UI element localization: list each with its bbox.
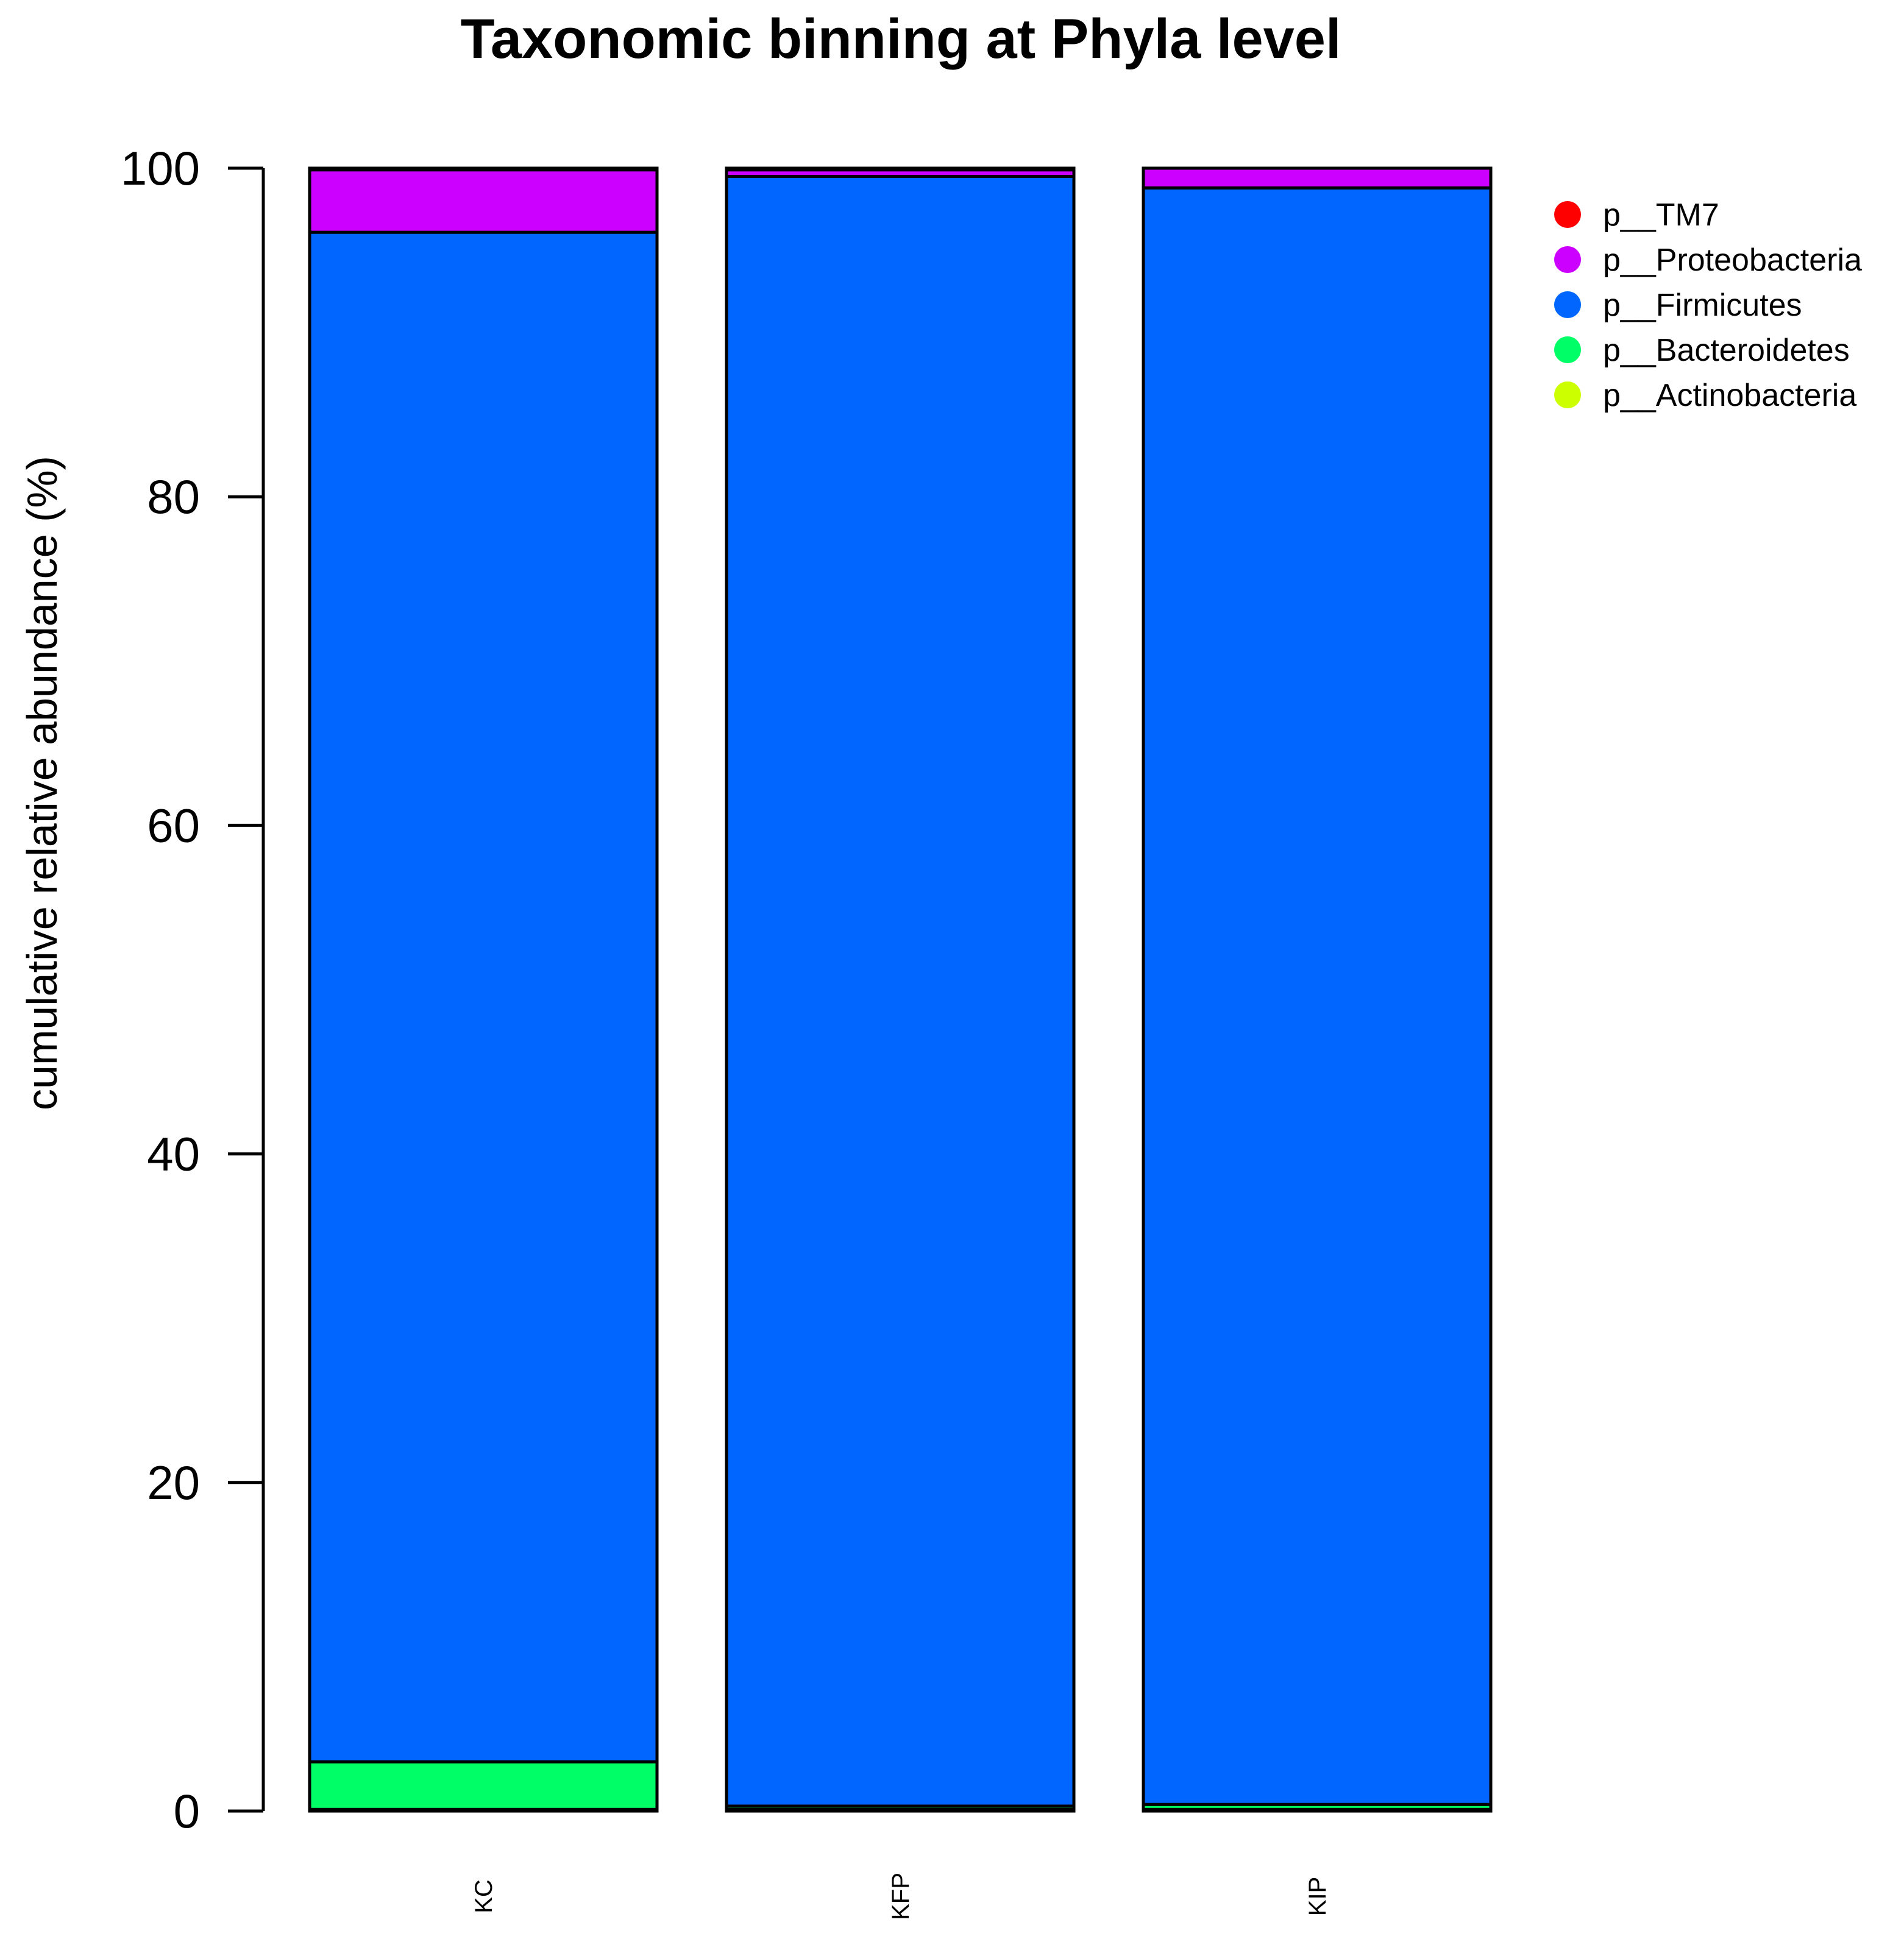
y-tick-label-100: 100: [121, 141, 200, 195]
legend-marker-p__Bacteroidetes: [1554, 336, 1581, 363]
bar-segment-KFP-p__TM7: [725, 166, 1076, 172]
legend-marker-p__Proteobacteria: [1554, 246, 1581, 273]
chart-title: Taxonomic binning at Phyla level: [460, 8, 1341, 70]
bar-segment-KC-p__TM7: [308, 166, 659, 172]
y-tick-label-60: 60: [147, 798, 200, 852]
bar-KIP: [1142, 166, 1493, 1813]
x-axis-labels: KC KFP KIP: [471, 1873, 1331, 1920]
x-tick-label-KIP: KIP: [1304, 1877, 1331, 1916]
y-tick-label-80: 80: [147, 470, 200, 523]
y-tick-label-40: 40: [147, 1127, 200, 1181]
y-axis: 0 20 40 60 80 100: [121, 141, 265, 1838]
bar-KFP: [725, 166, 1076, 1813]
legend-label-p__Firmicutes: p__Firmicutes: [1603, 288, 1802, 323]
bar-segment-KIP-p__Proteobacteria: [1142, 166, 1493, 190]
legend-label-p__Bacteroidetes: p__Bacteroidetes: [1603, 333, 1850, 368]
bar-KC: [308, 166, 659, 1813]
legend: p__TM7 p__Proteobacteria p__Firmicutes p__B…: [1554, 197, 1862, 413]
y-tick-label-20: 20: [147, 1456, 200, 1509]
legend-marker-p__Actinobacteria: [1554, 381, 1581, 408]
bar-segment-KC-p__Bacteroidetes: [308, 1760, 659, 1811]
bar-segment-KC-p__Proteobacteria: [308, 168, 659, 234]
bar-segment-KFP-p__Firmicutes: [725, 174, 1076, 1808]
bar-segment-KIP-p__Firmicutes: [1142, 186, 1493, 1806]
x-tick-label-KC: KC: [471, 1879, 497, 1913]
legend-marker-p__TM7: [1554, 201, 1581, 228]
bars: [308, 166, 1493, 1813]
x-tick-label-KFP: KFP: [887, 1873, 914, 1920]
legend-label-p__Proteobacteria: p__Proteobacteria: [1603, 243, 1862, 278]
legend-marker-p__Firmicutes: [1554, 291, 1581, 318]
y-axis-label: cumulative relative abundance (%): [18, 456, 66, 1110]
bar-segment-KC-p__Firmicutes: [308, 230, 659, 1764]
legend-label-p__Actinobacteria: p__Actinobacteria: [1603, 378, 1856, 413]
legend-label-p__TM7: p__TM7: [1603, 197, 1719, 233]
y-tick-label-0: 0: [174, 1784, 200, 1838]
